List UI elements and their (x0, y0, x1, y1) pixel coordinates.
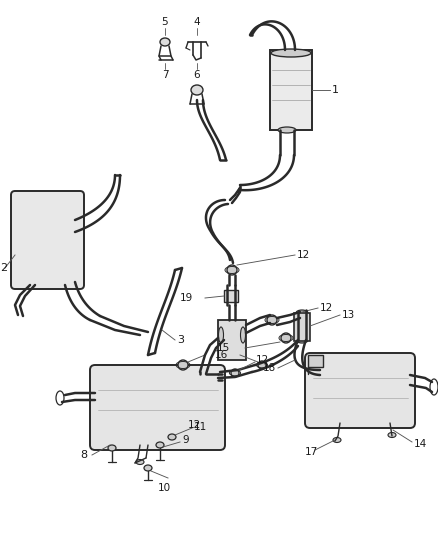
Text: 12: 12 (320, 303, 333, 313)
Text: 18: 18 (263, 363, 276, 373)
FancyBboxPatch shape (305, 353, 415, 428)
Bar (294, 313, 310, 341)
Bar (224, 290, 238, 302)
Ellipse shape (333, 438, 341, 442)
Text: 5: 5 (162, 17, 168, 27)
Bar (270, 50, 312, 130)
Text: 1: 1 (332, 85, 339, 95)
Ellipse shape (388, 432, 396, 438)
Ellipse shape (191, 85, 203, 95)
Ellipse shape (258, 361, 266, 369)
Ellipse shape (178, 360, 188, 370)
Text: 11: 11 (194, 422, 207, 432)
Text: 12: 12 (297, 250, 310, 260)
Ellipse shape (136, 459, 144, 464)
Text: 2: 2 (0, 263, 7, 273)
Ellipse shape (240, 327, 246, 343)
Ellipse shape (108, 445, 116, 451)
Text: 17: 17 (305, 447, 318, 457)
Text: 12: 12 (188, 420, 201, 430)
Ellipse shape (168, 434, 176, 440)
Text: 3: 3 (177, 335, 184, 345)
Text: 16: 16 (215, 350, 228, 360)
Bar (308, 355, 323, 367)
Ellipse shape (296, 337, 308, 343)
Ellipse shape (271, 49, 311, 57)
Text: 8: 8 (80, 450, 87, 460)
Text: 9: 9 (182, 435, 189, 445)
Text: 14: 14 (414, 439, 427, 449)
Text: 12: 12 (256, 355, 269, 365)
FancyBboxPatch shape (11, 191, 84, 289)
Ellipse shape (144, 465, 152, 471)
Ellipse shape (156, 442, 164, 448)
Bar (218, 320, 246, 360)
Ellipse shape (231, 369, 239, 377)
Text: 6: 6 (194, 70, 200, 80)
Text: 15: 15 (217, 343, 230, 353)
Ellipse shape (227, 265, 237, 275)
Text: 19: 19 (180, 293, 193, 303)
Ellipse shape (278, 127, 296, 133)
Text: 13: 13 (342, 310, 355, 320)
Ellipse shape (267, 315, 277, 325)
Ellipse shape (219, 327, 223, 343)
Ellipse shape (296, 310, 308, 316)
Text: 4: 4 (194, 17, 200, 27)
Text: 7: 7 (162, 70, 168, 80)
Text: 10: 10 (158, 483, 171, 493)
Ellipse shape (281, 333, 291, 343)
FancyBboxPatch shape (90, 365, 225, 450)
Ellipse shape (160, 38, 170, 46)
